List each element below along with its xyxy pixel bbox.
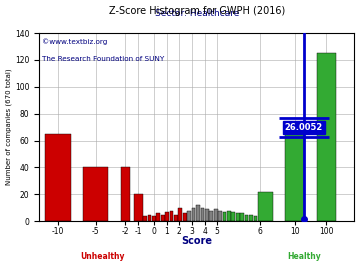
Bar: [183, 213, 186, 221]
Bar: [249, 215, 253, 221]
Bar: [258, 192, 273, 221]
Text: Unhealthy: Unhealthy: [80, 252, 125, 261]
Bar: [192, 208, 195, 221]
Bar: [83, 167, 108, 221]
Y-axis label: Number of companies (670 total): Number of companies (670 total): [5, 69, 12, 185]
Title: Z-Score Histogram for GWPH (2016): Z-Score Histogram for GWPH (2016): [109, 6, 285, 16]
Bar: [201, 208, 204, 221]
Bar: [245, 215, 248, 221]
Bar: [214, 209, 217, 221]
Bar: [210, 211, 213, 221]
Text: Sector: Healthcare: Sector: Healthcare: [154, 9, 239, 18]
Text: The Research Foundation of SUNY: The Research Foundation of SUNY: [42, 56, 165, 62]
Bar: [152, 216, 156, 221]
Text: 26.0052: 26.0052: [285, 123, 323, 132]
Bar: [165, 212, 169, 221]
Bar: [227, 211, 231, 221]
X-axis label: Score: Score: [181, 236, 212, 246]
Bar: [240, 213, 244, 221]
Bar: [196, 205, 200, 221]
Bar: [231, 212, 235, 221]
Bar: [156, 213, 160, 221]
Bar: [218, 211, 222, 221]
Text: Healthy: Healthy: [287, 252, 321, 261]
Bar: [170, 211, 174, 221]
Bar: [134, 194, 143, 221]
Bar: [187, 211, 191, 221]
Bar: [174, 215, 178, 221]
Bar: [45, 134, 71, 221]
Bar: [121, 167, 130, 221]
Bar: [143, 216, 147, 221]
Bar: [205, 209, 209, 221]
Bar: [316, 53, 336, 221]
Bar: [285, 134, 304, 221]
Bar: [179, 208, 182, 221]
Bar: [161, 215, 165, 221]
Bar: [148, 215, 151, 221]
Bar: [222, 212, 226, 221]
Bar: [236, 213, 240, 221]
Bar: [253, 216, 257, 221]
Text: ©www.textbiz.org: ©www.textbiz.org: [42, 39, 108, 45]
